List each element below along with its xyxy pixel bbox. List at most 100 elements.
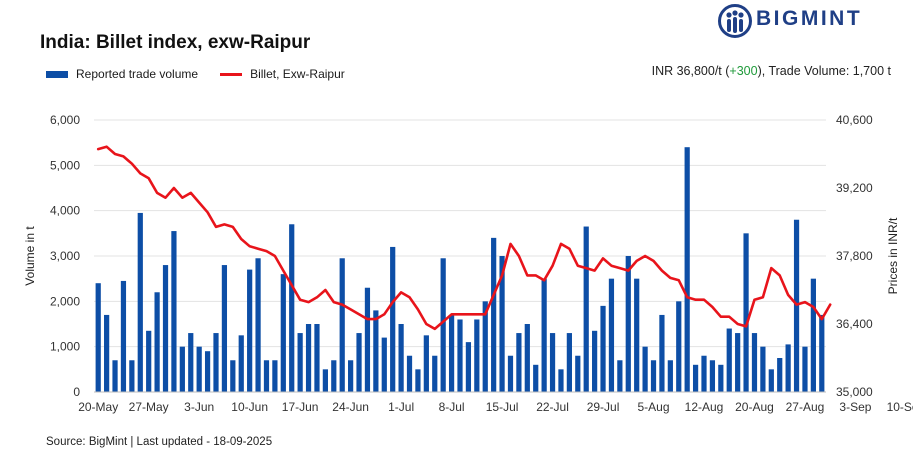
price-summary-prefix: INR 36,800/t ( <box>651 64 730 78</box>
volume-bar <box>583 226 589 392</box>
volume-bar <box>255 258 261 392</box>
volume-bar <box>709 360 716 392</box>
volume-bar <box>280 274 286 392</box>
volume-bar <box>179 346 185 392</box>
price-change: +300 <box>729 64 758 78</box>
volume-bar <box>406 355 413 392</box>
x-tick-label: 5-Aug <box>638 400 670 414</box>
volume-bar <box>692 364 699 392</box>
volume-bar <box>600 305 606 392</box>
volume-bar <box>390 246 396 392</box>
volume-bar <box>348 360 354 392</box>
volume-bar <box>491 237 497 392</box>
x-tick-label: 12-Aug <box>685 400 724 414</box>
y2-axis-title: Prices in INR/t <box>886 217 900 294</box>
volume-bar <box>524 324 530 392</box>
volume-bar <box>659 314 665 392</box>
volume-bar <box>423 335 429 392</box>
volume-bar <box>297 333 303 392</box>
y-tick-label: 2,000 <box>50 294 80 308</box>
volume-bar <box>188 333 194 392</box>
volume-bar <box>768 369 774 392</box>
legend-swatch-price <box>220 72 243 76</box>
y2-tick-label: 37,800 <box>836 249 873 263</box>
volume-bar <box>381 337 387 392</box>
volume-bar <box>238 335 244 392</box>
x-tick-label: 20-Aug <box>735 400 774 414</box>
volume-bar <box>171 231 177 392</box>
volume-bar <box>373 310 379 392</box>
x-tick-label: 8-Jul <box>439 400 465 414</box>
legend-swatch-volume <box>46 70 68 78</box>
y-tick-label: 6,000 <box>50 113 80 127</box>
volume-bar <box>356 333 362 392</box>
y-axis-tick-labels: 0 1,000 2,000 3,000 4,000 5,000 6,000 <box>50 113 80 399</box>
volume-bar <box>718 364 724 392</box>
volume-bar <box>701 355 707 392</box>
x-tick-label: 27-May <box>129 400 169 414</box>
volume-bar <box>634 278 640 392</box>
volume-bar <box>474 319 480 392</box>
volume-bar <box>650 360 657 392</box>
volume-bar <box>726 328 732 392</box>
volume-bar <box>566 333 572 392</box>
volume-bar <box>608 278 615 392</box>
legend-item-volume: Reported trade volume <box>46 67 198 81</box>
volume-bar <box>516 333 522 392</box>
price-line <box>96 145 832 331</box>
volume-bar <box>289 224 295 392</box>
volume-bar <box>120 280 127 392</box>
volume-bar <box>339 258 345 392</box>
volume-bar <box>137 212 143 392</box>
volume-bar <box>263 360 270 392</box>
x-tick-label: 22-Jul <box>536 400 569 414</box>
volume-bar <box>162 265 169 392</box>
volume-bar <box>247 269 253 392</box>
volume-bar <box>230 360 236 392</box>
volume-bar <box>760 346 766 392</box>
x-tick-label: 3-Sep <box>839 400 871 414</box>
price-summary: INR 36,800/t (+300), Trade Volume: 1,700… <box>652 64 891 78</box>
legend-label-volume: Reported trade volume <box>76 67 199 81</box>
volume-bar <box>196 346 202 392</box>
volume-bar <box>617 360 623 392</box>
volume-bar <box>415 369 421 392</box>
y-tick-label: 3,000 <box>50 249 80 263</box>
volume-bar <box>592 330 598 392</box>
volume-bar <box>314 324 320 392</box>
volume-bar <box>305 324 312 392</box>
volume-bar <box>533 364 539 392</box>
chart-title: India: Billet index, exw-Raipur <box>40 32 311 53</box>
volume-bar <box>213 333 219 392</box>
volume-bar <box>146 330 152 392</box>
x-tick-label: 10-Sep <box>887 400 913 414</box>
volume-bar <box>129 360 135 392</box>
volume-bars <box>95 147 825 392</box>
y-axis-title: Volume in t <box>23 226 37 286</box>
volume-bar <box>457 319 463 392</box>
volume-bar <box>802 346 808 392</box>
volume-bar <box>541 278 547 392</box>
volume-bar <box>558 369 564 392</box>
volume-bar <box>482 301 488 392</box>
volume-bar <box>272 360 278 392</box>
volume-bar <box>735 333 741 392</box>
volume-bar <box>364 287 371 392</box>
volume-bar <box>785 344 791 392</box>
volume-bar <box>777 358 783 392</box>
volume-bar <box>575 355 581 392</box>
volume-bar <box>676 301 682 392</box>
y2-axis-tick-labels: 35,000 36,400 37,800 39,200 40,600 <box>836 113 873 399</box>
bigmint-logo: BIGMINT <box>718 4 898 38</box>
volume-bar <box>154 292 160 392</box>
y2-tick-label: 36,400 <box>836 317 873 331</box>
price-summary-suffix: ), Trade Volume: 1,700 t <box>757 64 891 78</box>
volume-bar <box>112 360 118 392</box>
volume-bar <box>499 256 505 392</box>
x-tick-label: 15-Jul <box>486 400 519 414</box>
volume-bar <box>432 355 438 392</box>
volume-bar <box>667 360 673 392</box>
source-note: Source: BigMint | Last updated - 18-09-2… <box>46 436 273 448</box>
y2-tick-label: 39,200 <box>836 181 873 195</box>
